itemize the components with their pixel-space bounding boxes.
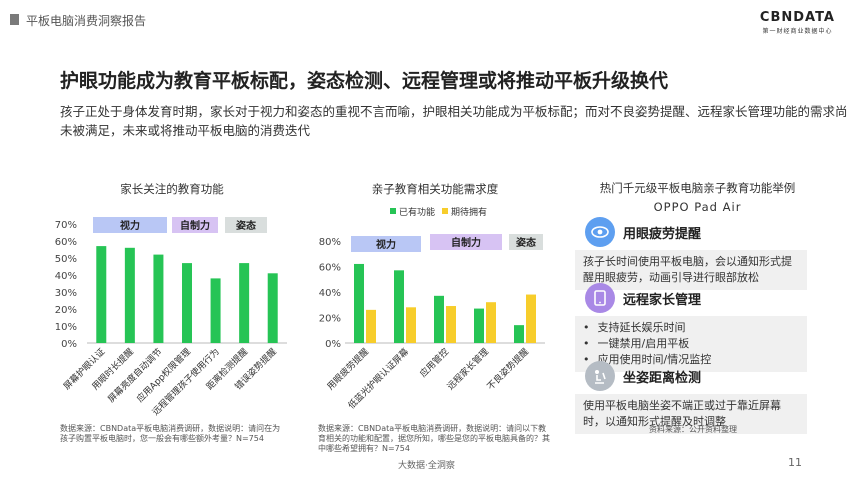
right-panel-source: 资料来源：公开资料整理 xyxy=(649,425,737,434)
y-tick-label: 10% xyxy=(55,322,77,333)
right-panel-subtitle: OPPO Pad Air xyxy=(653,200,742,214)
chart1-source: 数据来源：CBNData平板电脑消费调研，数据说明：请问在为孩子购置平板电脑时，… xyxy=(60,424,281,443)
bar xyxy=(366,309,376,343)
y-tick-label: 80% xyxy=(319,237,341,248)
y-tick-label: 40% xyxy=(319,288,341,299)
y-tick-label: 20% xyxy=(55,305,77,316)
report-title: 平板电脑消费洞察报告 xyxy=(26,14,147,28)
feature-desc: 支持延长娱乐时间 一键禁用/启用平板 应用使用时间/情况监控 xyxy=(575,316,807,372)
feature-eye-fatigue: 用眼疲劳提醒 孩子长时间使用平板电脑，会以通知形式提醒用眼疲劳，动画引导进行眼部… xyxy=(575,217,807,290)
right-panel: 热门千元级平板电脑亲子教育功能举例 OPPO Pad Air 用眼疲劳提醒 孩子… xyxy=(575,180,820,434)
group-label-box xyxy=(509,234,543,250)
group-label: 姿态 xyxy=(516,236,536,249)
page-number: 11 xyxy=(788,456,802,469)
bar xyxy=(394,270,404,343)
feature-desc: 孩子长时间使用平板电脑，会以通知形式提醒用眼疲劳，动画引导进行眼部放松 xyxy=(575,250,807,290)
bar xyxy=(153,254,164,343)
bar xyxy=(434,295,444,343)
group-label: 视力 xyxy=(376,238,396,251)
feature-title: 远程家长管理 xyxy=(623,292,702,308)
bar xyxy=(446,306,456,343)
chart1-title: 家长关注的教育功能 xyxy=(120,182,224,196)
bar xyxy=(267,273,278,343)
group-label-box xyxy=(93,217,167,233)
logo-main: CBNDATA xyxy=(759,10,835,25)
x-tick-label: 用眼疲劳提醒 xyxy=(324,346,371,393)
group-label: 视力 xyxy=(120,219,140,232)
x-tick-label: 远程家长管理 xyxy=(444,346,491,393)
feature-title: 坐姿距离检测 xyxy=(623,370,702,386)
y-tick-label: 50% xyxy=(55,254,77,265)
bar xyxy=(96,246,107,343)
bar xyxy=(474,308,484,343)
feature-title: 用眼疲劳提醒 xyxy=(623,226,702,242)
group-label-box xyxy=(351,236,421,252)
feature-remote-management: 远程家长管理 支持延长娱乐时间 一键禁用/启用平板 应用使用时间/情况监控 xyxy=(575,283,807,372)
feature-desc: 使用平板电脑坐姿不端正或过于靠近屏幕时，以通知形式提醒及时调整 xyxy=(575,394,807,434)
bar xyxy=(526,294,536,343)
group-label-box xyxy=(225,217,267,233)
legend-swatch xyxy=(442,208,448,214)
cbndata-logo: CBNDATA 第一财经商业数据中心 xyxy=(760,10,835,35)
legend-label: 期待拥有 xyxy=(451,206,487,218)
group-label: 自制力 xyxy=(180,219,210,232)
y-tick-label: 0% xyxy=(61,339,77,350)
bar xyxy=(210,278,221,343)
bar xyxy=(239,263,250,343)
bar xyxy=(124,247,135,343)
bar xyxy=(514,325,524,343)
right-panel-title: 热门千元级平板电脑亲子教育功能举例 xyxy=(599,181,796,195)
chart1-education-concerns: 0%10%20%30%40%50%60%70% 视力 自制力 姿态屏幕护眼认证用眼时长… xyxy=(55,217,287,418)
group-label-box xyxy=(430,234,502,250)
bar xyxy=(406,307,416,343)
y-tick-label: 60% xyxy=(319,263,341,274)
y-tick-label: 70% xyxy=(55,220,77,231)
feature-bullet: 应用使用时间/情况监控 xyxy=(583,352,799,368)
logo-sub: 第一财经商业数据中心 xyxy=(762,28,833,35)
group-label-box xyxy=(172,217,218,233)
y-tick-label: 0% xyxy=(325,339,341,350)
feature-bullet: 支持延长娱乐时间 xyxy=(583,320,799,336)
chart2-title: 亲子教育相关功能需求度 xyxy=(371,182,499,196)
y-tick-label: 30% xyxy=(55,288,77,299)
y-tick-label: 20% xyxy=(319,314,341,325)
legend-label: 已有功能 xyxy=(399,206,435,218)
chart2-source: 数据来源：CBNData平板电脑消费调研，数据说明：请问以下教育相关的功能和配置… xyxy=(318,424,550,453)
bar xyxy=(354,263,364,343)
tablet-icon xyxy=(585,283,615,313)
x-tick-label: 应用管控 xyxy=(417,346,451,380)
group-label: 自制力 xyxy=(451,236,481,249)
header-marker xyxy=(10,14,19,25)
eye-icon xyxy=(585,217,615,247)
y-tick-label: 60% xyxy=(55,237,77,248)
bar xyxy=(486,302,496,343)
footer-tagline: 大数据·全洞察 xyxy=(398,461,455,471)
page-title: 护眼功能成为教育平板标配，姿态检测、远程管理或将推动平板升级换代 xyxy=(60,70,669,92)
legend-swatch xyxy=(390,208,396,214)
feature-posture-detection: 坐姿距离检测 使用平板电脑坐姿不端正或过于靠近屏幕时，以通知形式提醒及时调整 xyxy=(575,361,807,434)
posture-icon xyxy=(585,361,615,391)
feature-bullet: 一键禁用/启用平板 xyxy=(583,336,799,352)
x-tick-label: 不良姿势提醒 xyxy=(484,346,531,393)
intro-text: 孩子正处于身体发育时期，家长对于视力和姿态的重视不言而喻，护眼相关功能成为平板标… xyxy=(60,104,848,138)
bar xyxy=(182,263,192,343)
group-label: 姿态 xyxy=(236,219,256,232)
y-tick-label: 40% xyxy=(55,271,77,282)
